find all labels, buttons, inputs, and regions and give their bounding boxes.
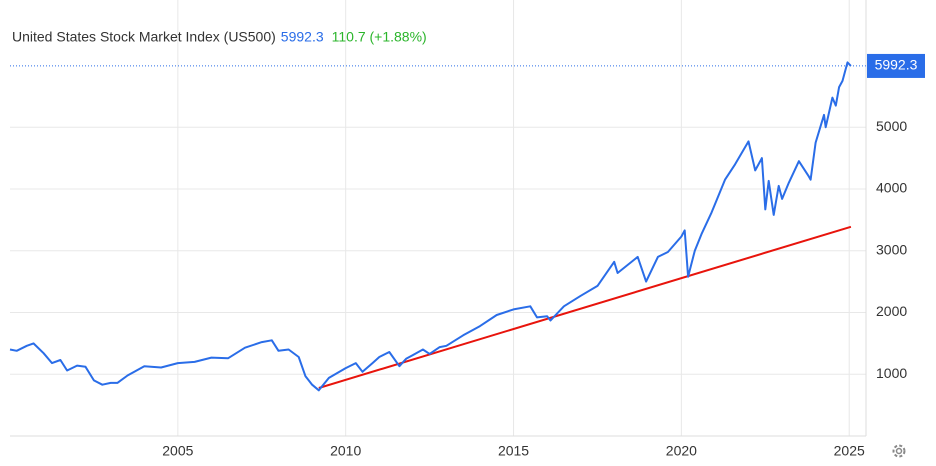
price-change: 110.7 (+1.88%) — [332, 29, 427, 45]
price-line — [9, 61, 852, 392]
y-tick-label: 3000 — [876, 241, 907, 257]
y-tick-label: 1000 — [876, 365, 907, 381]
x-tick-label: 2015 — [498, 443, 529, 459]
x-tick-label: 2025 — [834, 443, 865, 459]
trend-line — [318, 225, 852, 389]
y-tick-label: 4000 — [876, 180, 907, 196]
y-tick-label: 5000 — [876, 118, 907, 134]
x-tick-label: 2020 — [666, 443, 697, 459]
last-price: 5992.3 — [281, 29, 324, 45]
last-price-label: 5992.3 — [875, 57, 918, 73]
settings-icon[interactable] — [892, 444, 906, 458]
plot-area — [10, 0, 867, 437]
y-tick-label: 2000 — [876, 303, 907, 319]
chart-title: United States Stock Market Index (US500) — [12, 29, 276, 45]
x-tick-label: 2005 — [162, 443, 193, 459]
x-tick-label: 2010 — [330, 443, 361, 459]
last-price-box — [867, 53, 925, 78]
